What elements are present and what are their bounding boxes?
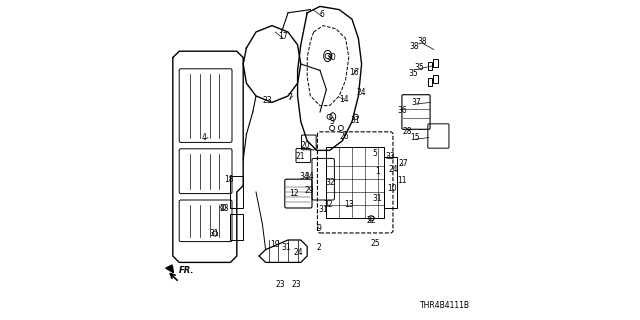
Text: 10: 10 [387, 184, 397, 193]
Text: 33: 33 [385, 152, 396, 161]
Bar [428, 78, 433, 86]
Text: 24: 24 [356, 88, 367, 97]
Text: 12: 12 [290, 189, 299, 198]
Text: 24: 24 [388, 165, 398, 174]
Text: 34: 34 [300, 172, 310, 180]
Text: 32: 32 [326, 178, 335, 187]
Text: 31: 31 [282, 244, 291, 252]
Text: 3: 3 [330, 117, 335, 126]
Text: 17: 17 [278, 32, 288, 41]
Bar [433, 75, 438, 83]
Text: 31: 31 [318, 205, 328, 214]
Text: 23: 23 [275, 280, 285, 289]
Text: 23: 23 [262, 96, 272, 105]
Text: 27: 27 [398, 159, 408, 168]
Text: 37: 37 [411, 98, 421, 107]
Text: 36: 36 [397, 106, 408, 115]
Text: 35: 35 [409, 69, 419, 78]
Text: 16: 16 [349, 68, 358, 76]
Text: 18: 18 [224, 175, 234, 184]
Text: 23: 23 [219, 204, 229, 212]
Bar [326, 147, 384, 218]
Text: 19: 19 [269, 240, 280, 249]
Text: 9: 9 [317, 224, 322, 233]
Text: 5: 5 [372, 149, 377, 158]
Text: 30: 30 [326, 53, 336, 62]
Text: 35: 35 [414, 63, 424, 72]
Text: 22: 22 [367, 216, 376, 225]
Text: 4: 4 [202, 133, 207, 142]
Polygon shape [166, 265, 173, 273]
Text: 38: 38 [409, 42, 419, 51]
Text: 31: 31 [372, 194, 382, 203]
Text: 2: 2 [317, 244, 322, 252]
Bar [433, 59, 438, 67]
Text: 21: 21 [296, 152, 305, 161]
Text: 24: 24 [294, 248, 303, 257]
Text: 34: 34 [304, 172, 314, 180]
Text: 1: 1 [375, 167, 380, 176]
Bar [428, 62, 433, 70]
Text: 6: 6 [319, 10, 324, 19]
Text: 15: 15 [410, 133, 420, 142]
Bar [230, 214, 243, 240]
Text: THR4B4111B: THR4B4111B [420, 301, 470, 310]
Text: FR.: FR. [179, 266, 194, 275]
Text: 23: 23 [291, 280, 301, 289]
Text: 13: 13 [344, 200, 354, 209]
Text: 14: 14 [339, 95, 349, 104]
Text: 25: 25 [370, 239, 380, 248]
Text: 31: 31 [350, 116, 360, 124]
Text: 28: 28 [403, 127, 412, 136]
Text: 11: 11 [397, 176, 406, 185]
Bar [230, 176, 243, 208]
Text: 38: 38 [417, 37, 428, 46]
Text: 31: 31 [209, 229, 219, 238]
Text: 29: 29 [305, 186, 315, 195]
Text: 26: 26 [339, 132, 349, 140]
Text: 7: 7 [287, 93, 292, 102]
Text: 32: 32 [324, 200, 333, 209]
Text: 20: 20 [301, 141, 310, 150]
Bar [384, 157, 397, 208]
